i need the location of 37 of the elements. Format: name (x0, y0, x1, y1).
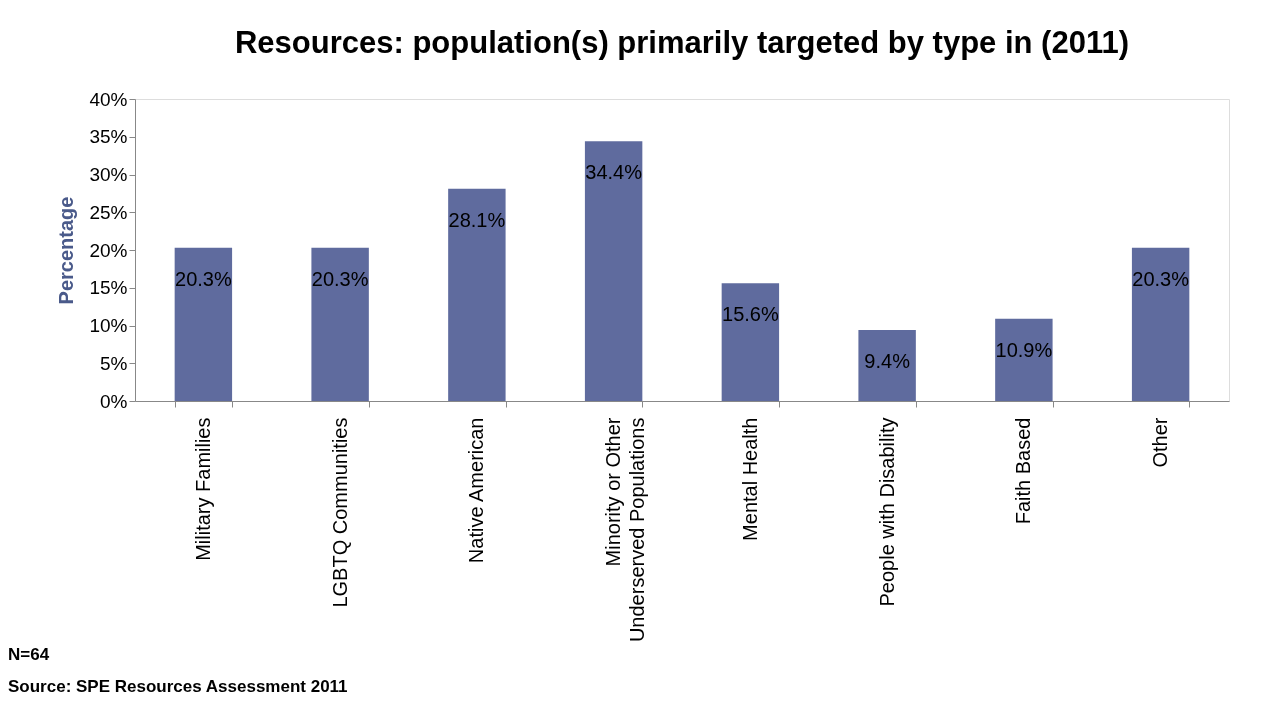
data-label: 9.4% (864, 350, 911, 373)
data-label: 10.9% (995, 338, 1053, 361)
chart-title: Resources: population(s) primarily targeted by type in (2011) (234, 25, 1130, 60)
y-tick-label: 20% (89, 239, 128, 261)
x-tick-label: Mental Health (738, 417, 761, 541)
data-label: 20.3% (1132, 267, 1190, 290)
y-tick-label: 10% (89, 315, 128, 336)
text: N=64 (8, 645, 50, 664)
data-label: 28.1% (448, 208, 506, 231)
y-tick-label: 15% (89, 277, 128, 299)
data-label: 34.4% (585, 161, 643, 184)
y-tick-label: 35% (89, 126, 128, 148)
bar (448, 188, 506, 401)
bar (721, 283, 780, 401)
x-tick-label: Other (1149, 417, 1172, 468)
y-axis-title: Percentage (55, 196, 78, 305)
data-label: 20.3% (175, 267, 232, 290)
bar (1131, 247, 1190, 401)
bar (311, 247, 369, 401)
y-tick-label: 40% (89, 88, 128, 110)
bar (858, 330, 916, 401)
y-tick-label: 5% (100, 352, 128, 374)
bar (584, 141, 643, 401)
source-note: Source: SPE Resources Assessment 2011 (8, 677, 348, 696)
x-tick-label: LGBTQ Communities (328, 417, 351, 608)
bar (174, 247, 233, 401)
data-label: 20.3% (311, 267, 369, 290)
bar (995, 318, 1053, 401)
x-tick-label: Faith Based (1012, 417, 1035, 525)
x-tick-label: Minority or Other Underserved Populations (602, 417, 649, 643)
y-tick-label: 0% (100, 390, 128, 412)
y-tick-label: 30% (89, 164, 128, 185)
x-tick-label: People with Disability (875, 417, 898, 607)
data-label: 15.6% (722, 303, 779, 326)
x-tick-label: Native American (465, 417, 488, 564)
y-tick-label: 25% (89, 201, 128, 223)
x-tick-label: Military Families (191, 417, 214, 561)
